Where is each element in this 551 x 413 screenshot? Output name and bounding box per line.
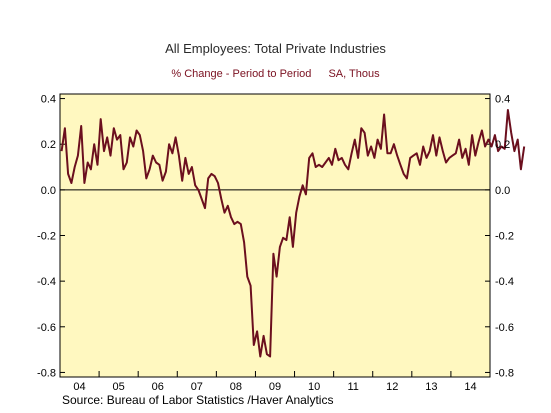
y-tick-label-right: -0.4 xyxy=(495,276,514,288)
subtitle-measure: % Change - Period to Period xyxy=(171,68,312,80)
y-tick-label-left: 0.4 xyxy=(41,94,56,106)
y-tick-label-left: 0.0 xyxy=(41,185,56,197)
chart-subtitle: % Change - Period to Period SA, Thous xyxy=(0,68,551,80)
x-tick-label: 04 xyxy=(73,381,85,393)
x-tick-label: 07 xyxy=(191,381,203,393)
x-tick-label: 13 xyxy=(425,381,437,393)
y-tick-label-left: -0.4 xyxy=(37,276,56,288)
y-tick-label-right: 0.0 xyxy=(495,185,510,197)
series-line xyxy=(60,109,526,358)
x-tick-label: 09 xyxy=(269,381,281,393)
y-tick-label-right: -0.6 xyxy=(495,322,514,334)
axis-labels: 0.4 0.4 0.2 0.2 0.0 0.0 -0.2 -0.2 -0.4 -0.4 -0.6 -0… xyxy=(37,94,514,393)
y-tick-label-right: 0.2 xyxy=(495,139,510,151)
y-tick-label-left: -0.2 xyxy=(37,231,56,243)
x-tick-label: 05 xyxy=(113,381,125,393)
y-tick-label-right: -0.2 xyxy=(495,231,514,243)
axis-ticks xyxy=(59,98,491,377)
plot-area xyxy=(59,93,491,378)
x-tick-label: 12 xyxy=(386,381,398,393)
subtitle-units: SA, Thous xyxy=(328,68,380,80)
x-tick-label: 11 xyxy=(347,381,358,393)
y-tick-label-left: -0.6 xyxy=(37,322,56,334)
source-note: Source: Bureau of Labor Statistics /Have… xyxy=(62,393,334,407)
y-tick-label-right: 0.4 xyxy=(495,94,510,106)
x-tick-label: 14 xyxy=(464,381,476,393)
y-tick-label-left: 0.2 xyxy=(41,139,56,151)
chart-title: All Employees: Total Private Industries xyxy=(165,41,386,56)
x-tick-label: 10 xyxy=(308,381,320,393)
x-tick-label: 08 xyxy=(230,381,242,393)
y-tick-label-left: -0.8 xyxy=(37,367,56,379)
y-tick-label-right: -0.8 xyxy=(495,367,514,379)
x-tick-label: 06 xyxy=(152,381,164,393)
